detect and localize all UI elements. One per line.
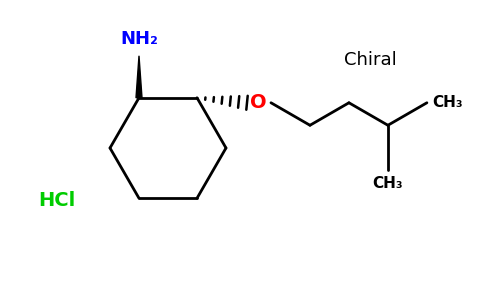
- Text: CH₃: CH₃: [432, 95, 463, 110]
- Text: NH₂: NH₂: [120, 30, 158, 48]
- Polygon shape: [136, 56, 142, 98]
- Text: O: O: [250, 93, 266, 112]
- Text: Chiral: Chiral: [344, 51, 396, 69]
- Text: HCl: HCl: [38, 190, 75, 209]
- Text: CH₃: CH₃: [373, 176, 403, 191]
